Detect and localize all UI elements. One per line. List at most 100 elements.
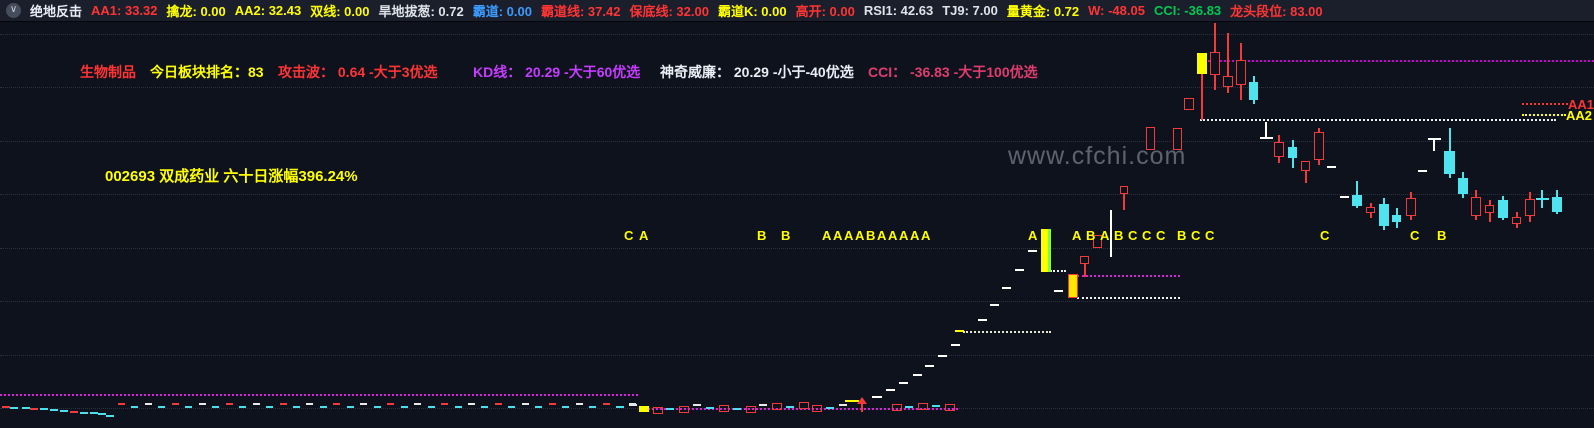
mini-dash (706, 407, 714, 409)
micro-tick (333, 403, 341, 405)
signal-letter: A (1100, 228, 1110, 243)
micro-dash (98, 413, 106, 415)
candle (1379, 204, 1389, 226)
mini-dash (839, 404, 847, 406)
micro-tick (252, 403, 260, 405)
mini-candle-red (892, 404, 902, 411)
reference-line (0, 394, 638, 396)
candle (1041, 229, 1051, 272)
candle (1288, 147, 1297, 158)
reference-line (1522, 103, 1568, 105)
micro-dash (106, 415, 114, 417)
micro-dash (70, 411, 78, 413)
signal-letter: B (781, 228, 791, 243)
indicator-龙头段位: 龙头段位: 83.00 (1230, 4, 1323, 19)
candle (1352, 195, 1362, 206)
mini-candle-red (719, 405, 729, 412)
perp-mark (1260, 137, 1273, 139)
mini-dash (932, 405, 940, 407)
arrow-up-tail (845, 400, 859, 402)
candle (1210, 52, 1220, 75)
signal-letter: B (1177, 228, 1187, 243)
ladder-dash (938, 355, 947, 357)
signal-letter: A (877, 228, 887, 243)
micro-tick (171, 403, 179, 405)
indicator-旱地拔葱: 旱地拔葱: 0.72 (378, 4, 464, 19)
candle (1392, 215, 1401, 222)
chevron-down-icon[interactable]: ∨ (6, 3, 21, 18)
gridline (0, 301, 1594, 302)
signal-letter: A (639, 228, 649, 243)
reference-line (1050, 270, 1066, 272)
gridline (0, 34, 1594, 35)
cross-mark (1541, 190, 1543, 208)
ladder-dash (990, 304, 999, 306)
micro-tick (131, 406, 139, 408)
candle (1314, 132, 1324, 160)
arrow-up-shaft (861, 403, 863, 412)
micro-tick (346, 406, 354, 408)
candle (1366, 207, 1375, 213)
chart-area[interactable]: AA1AA2CABBAAAABAAAAAAABABCCCBCCCCB123456… (0, 22, 1594, 428)
candle (1274, 142, 1284, 157)
micro-tick (441, 403, 449, 405)
edge-label-AA1: AA1 (1568, 97, 1594, 112)
signal-letter: B (1437, 228, 1447, 243)
micro-tick (400, 406, 408, 408)
candle-wick (1083, 256, 1086, 277)
candle (1120, 186, 1128, 194)
signal-letter: A (910, 228, 920, 243)
signal-letter: B (1114, 228, 1124, 243)
candle (1184, 98, 1194, 110)
indicator-保底线: 保底线: 32.00 (629, 4, 709, 19)
reference-line (1208, 60, 1594, 62)
signal-letter: C (1156, 228, 1166, 243)
micro-tick (239, 406, 247, 408)
price-dash (1327, 166, 1336, 168)
micro-tick (360, 403, 368, 405)
price-dash (1054, 290, 1063, 292)
micro-dash (40, 408, 48, 410)
stock-label: 002693 双成药业 六十日涨幅396.24% (105, 168, 358, 185)
candle (1552, 197, 1562, 212)
micro-tick (508, 406, 516, 408)
indicator-量黄金: 量黄金: 0.72 (1006, 4, 1080, 19)
signal-letter: A (888, 228, 898, 243)
mini-candle-red (918, 403, 928, 410)
micro-dash (2, 406, 10, 408)
mini-dash (733, 408, 741, 410)
ladder-dash (978, 319, 987, 321)
mini-dash (905, 406, 913, 408)
gridline (0, 355, 1594, 356)
indicator-AA1: AA1: 33.32 (91, 3, 158, 18)
micro-tick (387, 403, 395, 405)
candle (1068, 274, 1078, 298)
tee-mark (1433, 138, 1435, 151)
gridline (0, 87, 1594, 88)
micro-tick (589, 406, 597, 408)
candle (1485, 205, 1494, 213)
arrow-up-head (857, 397, 867, 404)
candle-wick (1201, 53, 1203, 120)
signal-letter: C (1205, 228, 1215, 243)
mini-candle-red (812, 405, 822, 412)
filter-item: 今日板块排名：83 (150, 64, 264, 80)
micro-tick (602, 403, 610, 405)
micro-tick (494, 403, 502, 405)
candle (1498, 200, 1508, 218)
micro-tick (562, 406, 570, 408)
ladder-dash (1015, 269, 1024, 271)
signal-letter: A (899, 228, 909, 243)
micro-dash (50, 409, 58, 411)
indicator-双线: 双线: 0.00 (310, 4, 370, 19)
ladder-dash (1002, 287, 1011, 289)
reference-line (1200, 119, 1556, 121)
spike-line (1110, 210, 1112, 257)
mini-dash (826, 407, 834, 409)
micro-tick (144, 403, 152, 405)
gridline (0, 141, 1594, 142)
mini-dash (759, 404, 767, 406)
micro-tick (535, 406, 543, 408)
indicator-霸道: 霸道: 0.00 (472, 4, 532, 19)
